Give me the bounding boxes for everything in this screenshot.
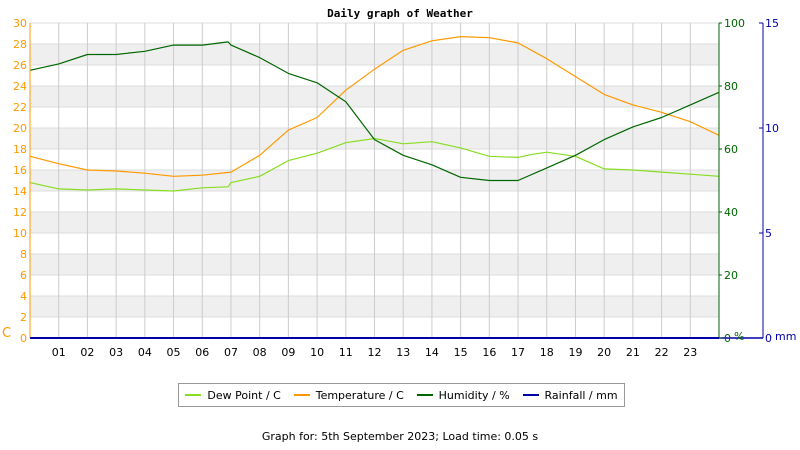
x-tick-label: 18 [540, 346, 554, 359]
left-axis-unit: C [2, 326, 11, 341]
x-tick-label: 17 [511, 346, 525, 359]
left-tick-label: 26 [13, 59, 27, 72]
x-tick-label: 13 [396, 346, 410, 359]
humidity-tick-label: 40 [724, 206, 738, 219]
left-tick-label: 12 [13, 206, 27, 219]
x-tick-label: 07 [224, 346, 238, 359]
legend-label: Rainfall / mm [544, 388, 618, 402]
legend-label: Temperature / C [315, 388, 404, 402]
x-tick-label: 03 [109, 346, 123, 359]
legend: Dew Point / C Temperature / C Humidity / %… [178, 383, 625, 407]
legend-label: Dew Point / C [207, 388, 281, 402]
rain-tick-label: 0 [765, 332, 772, 345]
legend-item: Humidity / % [416, 388, 510, 402]
humidity-tick-label: 60 [724, 143, 738, 156]
x-tick-label: 16 [482, 346, 496, 359]
chart-title: Daily graph of Weather [327, 7, 473, 20]
series-line-3 [29, 41, 720, 182]
humidity-tick-label: 20 [724, 269, 738, 282]
x-tick-label: 12 [368, 346, 382, 359]
x-tick-label: 10 [310, 346, 324, 359]
x-tick-label: 04 [138, 346, 152, 359]
left-tick-label: 22 [13, 101, 27, 114]
humidity-axis-unit: % [734, 330, 744, 343]
x-tick-label: 22 [655, 346, 669, 359]
x-tick-label: 01 [52, 346, 66, 359]
left-tick-label: 2 [20, 311, 27, 324]
x-tick-label: 23 [683, 346, 697, 359]
x-tick-label: 02 [80, 346, 94, 359]
series-line-1 [29, 137, 720, 192]
rain-tick-label: 15 [765, 17, 779, 30]
x-tick-label: 20 [597, 346, 611, 359]
x-tick-label: 14 [425, 346, 439, 359]
legend-swatch [522, 394, 539, 396]
left-tick-label: 8 [20, 248, 27, 261]
left-tick-label: 10 [13, 227, 27, 240]
x-tick-label: 19 [568, 346, 582, 359]
humidity-tick-label: 100 [724, 17, 745, 30]
axes [29, 22, 764, 339]
x-tick-label: 05 [167, 346, 181, 359]
humidity-tick-label: 80 [724, 80, 738, 93]
rain-tick-label: 5 [765, 227, 772, 240]
left-tick-label: 4 [20, 290, 27, 303]
legend-swatch [185, 394, 202, 396]
rain-axis-unit: mm [775, 330, 796, 343]
x-tick-label: 21 [626, 346, 640, 359]
series-line-2 [29, 36, 720, 177]
left-tick-label: 6 [20, 269, 27, 282]
x-tick-label: 09 [281, 346, 295, 359]
legend-label: Humidity / % [438, 388, 510, 402]
left-tick-label: 24 [13, 80, 27, 93]
x-tick-label: 06 [195, 346, 209, 359]
legend-item: Rainfall / mm [522, 388, 618, 402]
x-tick-label: 11 [339, 346, 353, 359]
legend-item: Dew Point / C [185, 388, 281, 402]
humidity-tick-label: 0 [724, 332, 731, 345]
legend-swatch [416, 394, 433, 396]
x-tick-label: 08 [253, 346, 267, 359]
left-tick-label: 0 [20, 332, 27, 345]
legend-item: Temperature / C [293, 388, 404, 402]
left-tick-label: 30 [13, 17, 27, 30]
x-tick-label: 15 [454, 346, 468, 359]
legend-swatch [293, 394, 310, 396]
left-tick-label: 14 [13, 185, 27, 198]
left-tick-label: 20 [13, 122, 27, 135]
left-tick-label: 16 [13, 164, 27, 177]
rain-tick-label: 10 [765, 122, 779, 135]
left-tick-label: 28 [13, 38, 27, 51]
left-tick-label: 18 [13, 143, 27, 156]
footer-status: Graph for: 5th September 2023; Load time… [261, 430, 539, 443]
